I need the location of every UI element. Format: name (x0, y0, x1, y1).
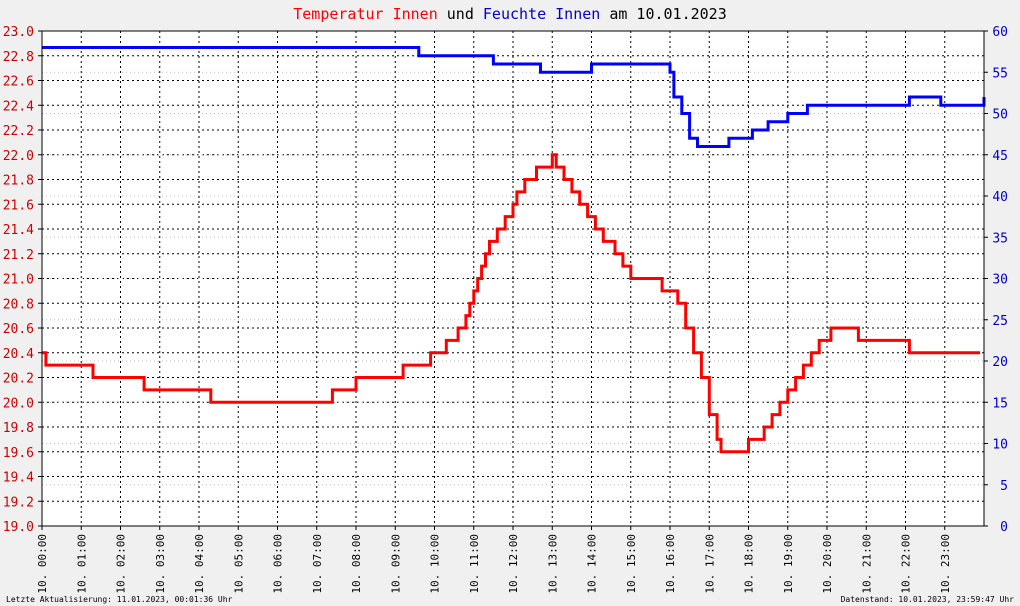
y-tick-right: 0 (1000, 520, 1008, 535)
y-tick-left: 22.8 (3, 50, 34, 65)
footer-left: Letzte Aktualisierung: 11.01.2023, 00:01… (6, 595, 233, 604)
y-tick-right: 5 (1000, 479, 1008, 494)
y-tick-left: 21.0 (3, 273, 34, 288)
y-tick-left: 19.4 (3, 471, 34, 486)
title-part: Feuchte Innen (483, 5, 600, 23)
y-tick-left: 21.2 (3, 248, 34, 263)
y-tick-left: 22.2 (3, 124, 34, 139)
x-axis: 10. 00:00 10. 01:00 10. 02:00 10. 03:00 10. … (36, 526, 952, 594)
y-tick-left: 20.0 (3, 396, 34, 411)
y-tick-left: 22.6 (3, 75, 34, 90)
x-tick-label: 10. 12:00 (507, 534, 520, 594)
x-tick-label: 10. 19:00 (782, 534, 795, 594)
y-tick-left: 19.8 (3, 421, 34, 436)
y-tick-left: 19.6 (3, 446, 34, 461)
y-tick-left: 20.6 (3, 322, 34, 337)
y-axis-left: 19.0 19.2 19.4 19.6 19.8 20.0 20.2 20.4 20.6 20.8… (3, 25, 42, 535)
y-tick-left: 21.6 (3, 198, 34, 213)
x-tick-label: 10. 10:00 (429, 534, 442, 594)
series-layer (42, 46, 986, 454)
y-tick-right: 10 (992, 438, 1008, 453)
y-tick-left: 19.0 (3, 520, 34, 535)
x-tick-label: 10. 05:00 (232, 534, 245, 594)
x-tick-label: 10. 00:00 (36, 534, 49, 594)
y-tick-right: 25 (992, 314, 1008, 329)
y-tick-left: 23.0 (3, 25, 34, 40)
x-tick-label: 10. 15:00 (625, 534, 638, 594)
x-tick-label: 10. 16:00 (664, 534, 677, 594)
y-tick-right: 30 (992, 273, 1008, 288)
x-tick-label: 10. 01:00 (75, 534, 88, 594)
x-tick-label: 10. 09:00 (389, 534, 402, 594)
x-tick-label: 10. 14:00 (586, 534, 599, 594)
title-part: am 10.01.2023 (600, 5, 726, 23)
y-tick-right: 55 (992, 66, 1008, 81)
y-tick-left: 19.2 (3, 495, 34, 510)
y-tick-right: 35 (992, 231, 1008, 246)
x-tick-label: 10. 04:00 (193, 534, 206, 594)
y-tick-left: 20.2 (3, 372, 34, 387)
chart-title: Temperatur Innen und Feuchte Innen am 10… (293, 5, 727, 23)
title-part: Temperatur Innen (293, 5, 438, 23)
x-tick-label: 10. 21:00 (860, 534, 873, 594)
x-tick-label: 10. 11:00 (468, 534, 481, 594)
y-tick-right: 15 (992, 396, 1008, 411)
x-tick-label: 10. 18:00 (743, 534, 756, 594)
y-tick-right: 20 (992, 355, 1008, 370)
series-line-feuchte (42, 46, 986, 148)
x-tick-label: 10. 08:00 (350, 534, 363, 594)
x-tick-label: 10. 20:00 (821, 534, 834, 594)
x-tick-label: 10. 07:00 (311, 534, 324, 594)
y-tick-left: 20.4 (3, 347, 34, 362)
y-tick-left: 22.4 (3, 99, 34, 114)
x-tick-label: 10. 13:00 (546, 534, 559, 594)
series-line-temperatur (42, 153, 981, 454)
x-tick-label: 10. 02:00 (115, 534, 128, 594)
y-tick-right: 45 (992, 149, 1008, 164)
y-tick-left: 21.4 (3, 223, 34, 238)
y-tick-right: 40 (992, 190, 1008, 205)
y-tick-right: 50 (992, 108, 1008, 123)
x-tick-label: 10. 22:00 (900, 534, 913, 594)
x-tick-label: 10. 17:00 (703, 534, 716, 594)
x-tick-label: 10. 06:00 (272, 534, 285, 594)
footer-right: Datenstand: 10.01.2023, 23:59:47 Uhr (841, 595, 1015, 604)
y-tick-left: 20.8 (3, 297, 34, 312)
x-tick-label: 10. 23:00 (939, 534, 952, 594)
y-tick-left: 21.8 (3, 174, 34, 189)
x-tick-label: 10. 03:00 (154, 534, 167, 594)
y-tick-left: 22.0 (3, 149, 34, 164)
y-tick-right: 60 (992, 25, 1008, 40)
y-axis-right: 0 5 10 15 20 25 30 35 40 45 50 55 60 (984, 25, 1008, 535)
title-part: und (438, 5, 483, 23)
